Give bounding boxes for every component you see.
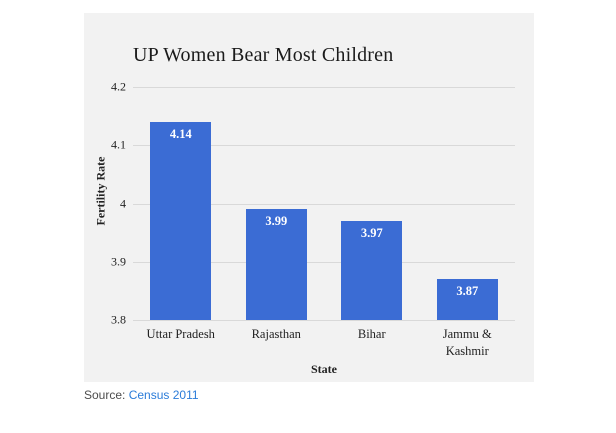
y-tick-label: 3.8: [111, 312, 126, 327]
x-category-label: Jammu & Kashmir: [442, 327, 492, 358]
y-tick-label: 4.2: [111, 79, 126, 94]
source-line: Source: Census 2011: [84, 388, 199, 402]
x-category-label: Uttar Pradesh: [146, 327, 215, 341]
gridline: [133, 87, 515, 88]
gridline: [133, 203, 515, 205]
bar-jammu-kashmir[interactable]: [436, 279, 498, 320]
bar-value-label: 3.87: [456, 284, 479, 299]
bar-bihar[interactable]: [341, 220, 403, 320]
x-axis-title: State: [311, 362, 337, 376]
plot-area: 3.8 3.9 4 4.1 4.2 4.14 Uttar Pradesh 3.99 Rajast…: [111, 80, 515, 358]
source-label: Source:: [84, 388, 129, 402]
source-link[interactable]: Census 2011: [128, 388, 199, 402]
gridline: [133, 145, 515, 147]
gridline: [133, 261, 515, 263]
y-tick-label: 4: [120, 196, 126, 210]
x-category-label: Rajasthan: [251, 327, 301, 341]
bar-uttar-pradesh[interactable]: [150, 121, 212, 320]
bar-rajasthan[interactable]: [245, 209, 307, 320]
bar-value-label: 4.14: [169, 126, 192, 141]
x-category-label: Bihar: [357, 327, 386, 341]
y-tick-label: 4.1: [111, 137, 126, 152]
bar-value-label: 3.99: [265, 214, 288, 229]
fertility-rate-chart: UP Women Bear Most Children Fertility Ra…: [84, 13, 534, 382]
bar-value-label: 3.97: [360, 225, 383, 240]
chart-title: UP Women Bear Most Children: [133, 44, 394, 66]
gridline: [133, 320, 515, 321]
y-tick-label: 3.9: [111, 254, 126, 269]
